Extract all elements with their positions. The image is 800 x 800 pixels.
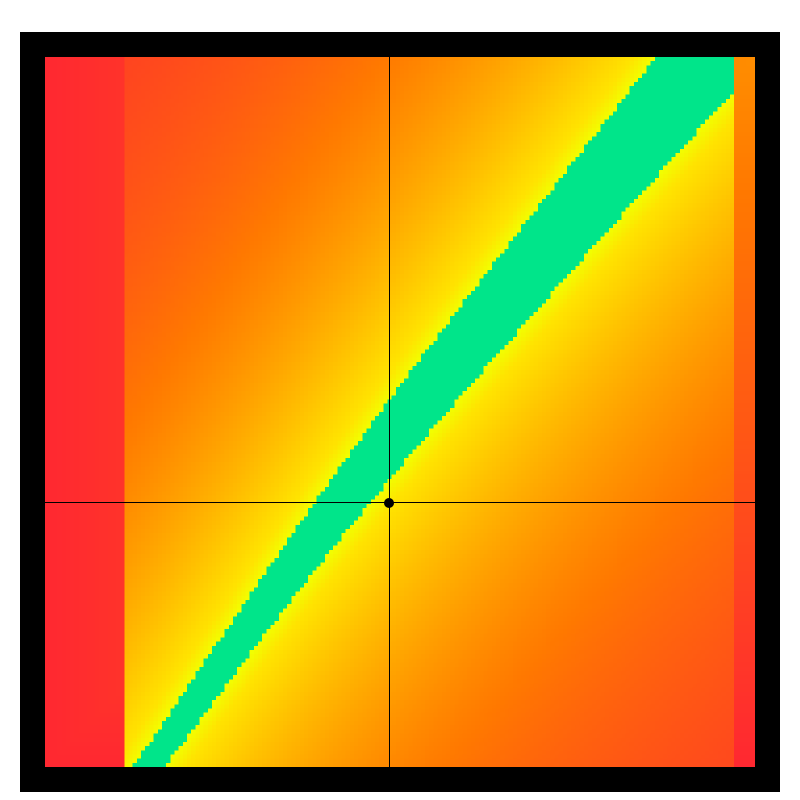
heatmap-canvas-wrap <box>45 57 755 767</box>
marker-dot <box>384 498 394 508</box>
heatmap-canvas <box>45 57 755 767</box>
plot-area <box>20 32 780 792</box>
chart-container: TheBottleneck.com <box>0 0 800 800</box>
crosshair-horizontal <box>45 502 755 503</box>
crosshair-vertical <box>389 57 390 767</box>
